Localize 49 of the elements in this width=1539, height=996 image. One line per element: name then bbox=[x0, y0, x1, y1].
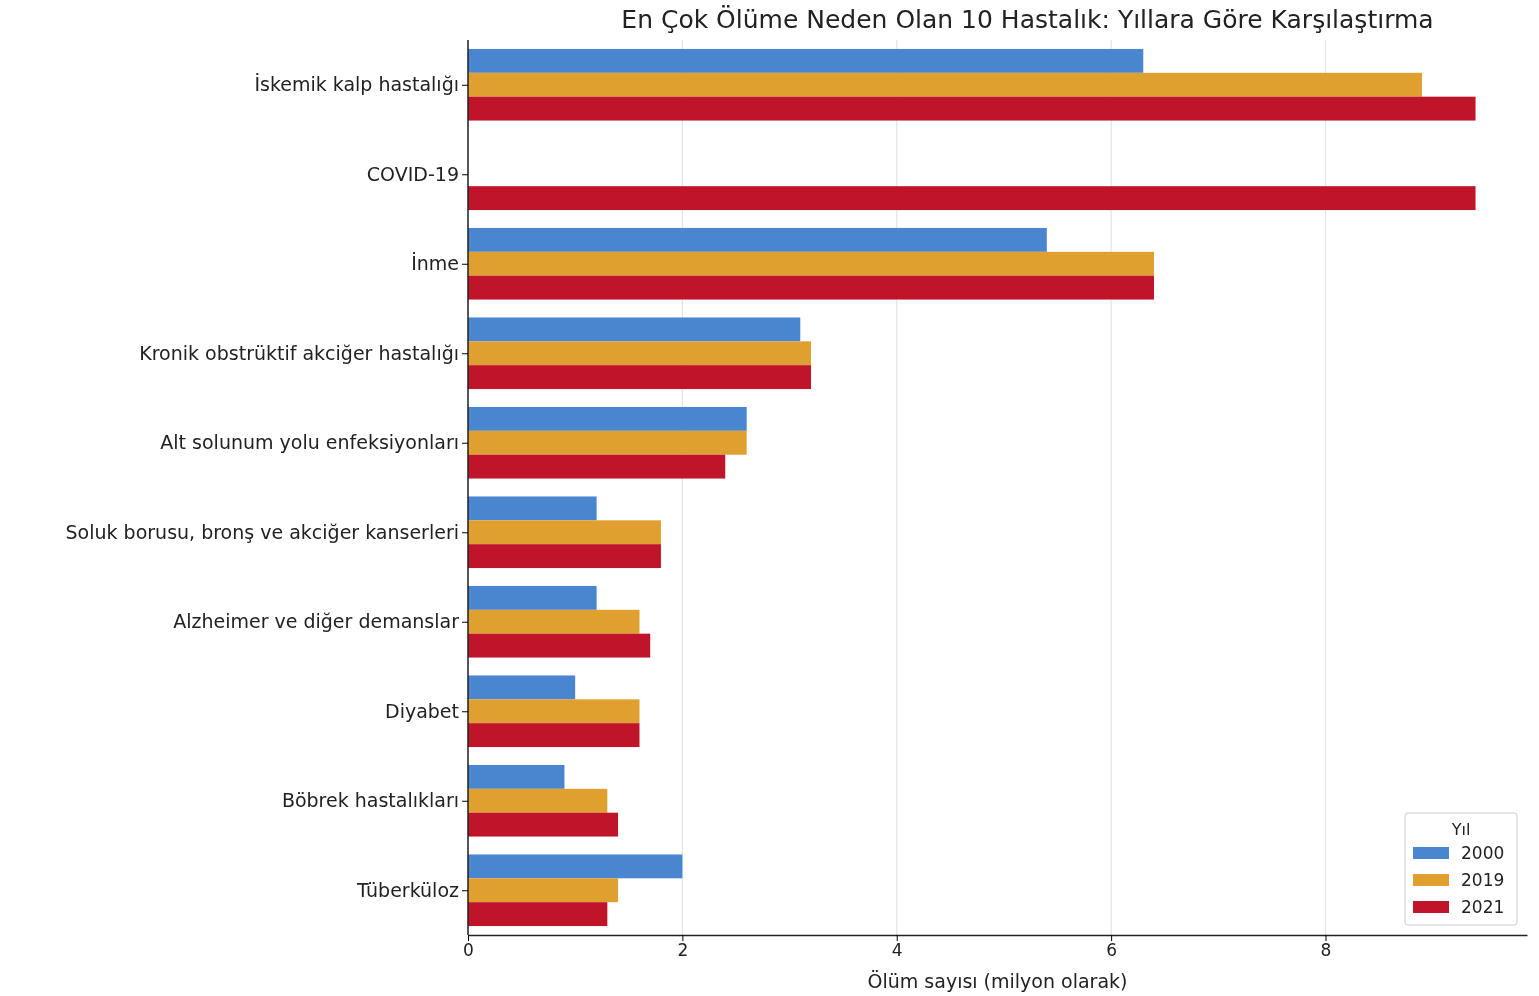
legend-label: 2000 bbox=[1461, 843, 1505, 863]
y-tick-label: Soluk borusu, bronş ve akciğer kanserleri bbox=[65, 520, 459, 543]
chart-title: En Çok Ölüme Neden Olan 10 Hastalık: Yıllara Göre Karşılaştırma bbox=[621, 5, 1434, 34]
x-tick-label: 6 bbox=[1106, 940, 1118, 961]
bar bbox=[468, 275, 1154, 300]
bar bbox=[468, 812, 619, 837]
bar bbox=[468, 633, 651, 658]
bar bbox=[468, 609, 640, 634]
y-tick-label: Diyabet bbox=[385, 699, 459, 722]
bar bbox=[468, 406, 747, 431]
bar bbox=[468, 902, 608, 927]
bar bbox=[468, 341, 811, 366]
x-tick-label: 8 bbox=[1320, 940, 1332, 961]
y-tick-label: Kronik obstrüktif akciğer hastalığı bbox=[139, 341, 459, 364]
bar bbox=[468, 365, 811, 390]
bar bbox=[468, 96, 1476, 121]
bar bbox=[468, 699, 640, 724]
bar bbox=[468, 496, 597, 521]
bar bbox=[468, 454, 726, 479]
bar bbox=[468, 317, 801, 342]
bar bbox=[468, 227, 1047, 252]
bar bbox=[468, 764, 565, 789]
y-tick-label: Böbrek hastalıkları bbox=[281, 789, 459, 812]
x-tick-label: 0 bbox=[463, 940, 474, 961]
bar bbox=[468, 544, 661, 569]
y-tick-label: Alzheimer ve diğer demanslar bbox=[173, 610, 460, 633]
y-tick-label: İnme bbox=[411, 252, 459, 275]
bar bbox=[468, 723, 640, 748]
bar bbox=[468, 878, 619, 903]
y-tick-label: COVID-19 bbox=[366, 162, 459, 185]
legend-label: 2019 bbox=[1461, 870, 1505, 890]
bar bbox=[468, 48, 1144, 73]
x-tick-label: 4 bbox=[891, 940, 903, 961]
bar bbox=[468, 520, 661, 545]
legend-title: Yıl bbox=[1450, 820, 1471, 839]
bar bbox=[468, 72, 1422, 97]
x-axis-title: Ölüm sayısı (milyon olarak) bbox=[867, 970, 1128, 992]
bar bbox=[468, 186, 1476, 211]
bar bbox=[468, 675, 576, 700]
bar bbox=[468, 854, 683, 879]
y-tick-label: Alt solunum yolu enfeksiyonları bbox=[160, 431, 459, 454]
legend-label: 2021 bbox=[1461, 897, 1505, 917]
bar bbox=[468, 585, 597, 610]
y-tick-label: Tüberküloz bbox=[356, 878, 460, 901]
bar bbox=[468, 251, 1154, 276]
y-tick-label: İskemik kalp hastalığı bbox=[254, 73, 459, 96]
bar bbox=[468, 430, 747, 455]
x-tick-label: 2 bbox=[677, 940, 689, 961]
bar bbox=[468, 788, 608, 813]
